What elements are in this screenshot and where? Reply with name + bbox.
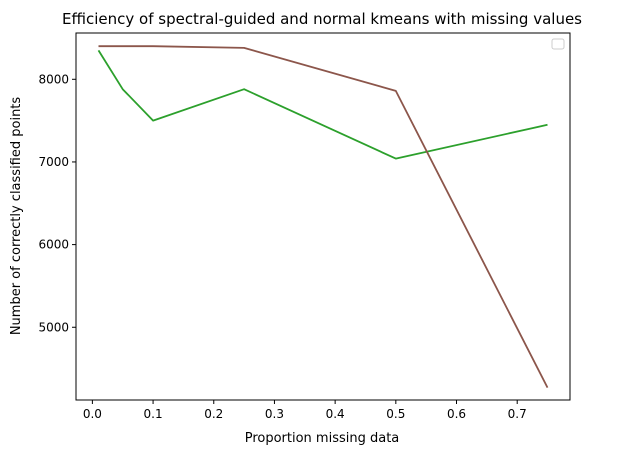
x-ticks: 0.0 0.1 0.2 0.3 0.4 0.5 0.6 0.7 xyxy=(83,400,527,421)
series-line-2 xyxy=(98,45,549,389)
series-line-1 xyxy=(97,49,548,160)
y-ticks: 5000 6000 7000 8000 xyxy=(38,72,76,334)
x-tick-label: 0.7 xyxy=(508,407,527,421)
x-tick-label: 0.3 xyxy=(265,407,284,421)
plot-area: 0.0 0.1 0.2 0.3 0.4 0.5 0.6 0.7 5000 6000 7000 800… xyxy=(38,32,571,421)
x-axis-label: Proportion missing data xyxy=(245,431,400,446)
series-layer xyxy=(97,45,549,389)
y-axis-label: Number of correctly classified points xyxy=(9,97,24,336)
plot-frame xyxy=(75,32,571,401)
x-tick-label: 0.1 xyxy=(144,407,163,421)
x-tick-label: 0.0 xyxy=(83,407,102,421)
x-tick-label: 0.5 xyxy=(386,407,405,421)
y-tick-label: 6000 xyxy=(38,238,69,252)
legend-box xyxy=(551,38,565,50)
x-tick-label: 0.6 xyxy=(447,407,466,421)
x-tick-label: 0.2 xyxy=(204,407,223,421)
y-tick-label: 7000 xyxy=(38,155,69,169)
y-tick-label: 5000 xyxy=(38,320,69,334)
x-tick-label: 0.4 xyxy=(326,407,345,421)
y-tick-label: 8000 xyxy=(38,72,69,86)
chart-title: Efficiency of spectral-guided and normal… xyxy=(62,10,582,28)
